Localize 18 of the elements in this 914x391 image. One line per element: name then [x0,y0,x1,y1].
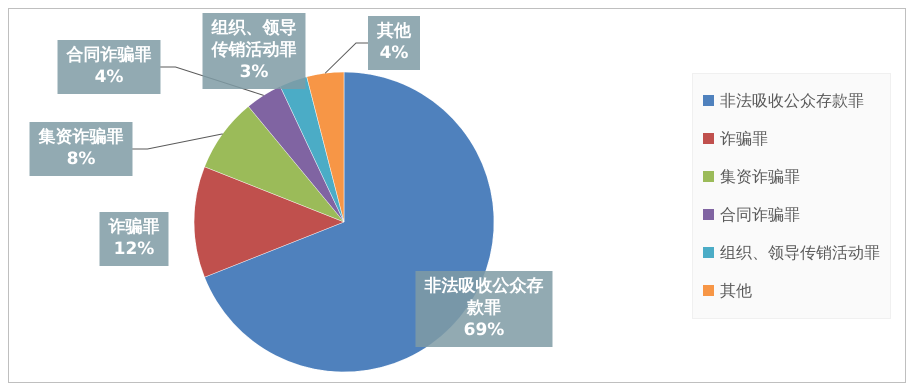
legend-label: 诈骗罪 [720,128,768,150]
slice-label: 组织、领导传销活动罪 [212,17,296,61]
legend-label: 合同诈骗罪 [720,204,800,226]
legend-label: 集资诈骗罪 [720,166,800,188]
legend-label: 组织、领导传销活动罪 [720,242,880,264]
legend-label: 其他 [720,280,752,302]
data-label: 8% [66,148,96,170]
slice-label: 诈骗罪 [108,216,160,238]
data-label: 12% [112,238,156,260]
data-label: 4% [378,42,410,64]
slice-label: 其他 [377,20,411,42]
legend-label: 非法吸收公众存款罪 [720,90,864,112]
slice-label: 集资诈骗罪 [38,126,124,148]
data-label: 69% [462,319,506,341]
data-label: 4% [94,66,124,88]
data-label: 3% [238,61,270,83]
slice-label: 合同诈骗罪 [66,44,152,66]
slice-label: 非法吸收公众存款罪 [424,275,544,319]
